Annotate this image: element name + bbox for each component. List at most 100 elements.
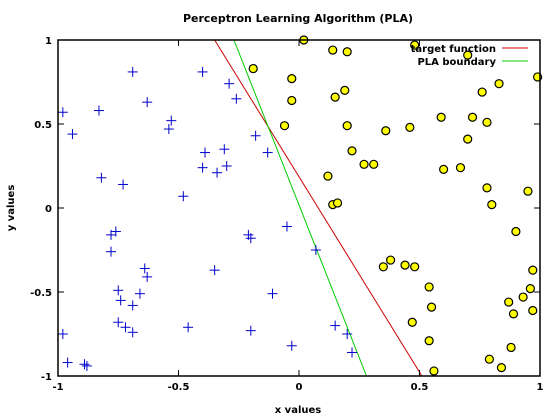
plus-point	[209, 265, 220, 276]
plus-point	[113, 317, 124, 328]
plus-point	[139, 263, 150, 274]
x-tick-label: 0.5	[411, 382, 429, 393]
circle-point	[342, 47, 352, 57]
circle-point	[511, 226, 521, 237]
plus-point	[342, 329, 353, 339]
circle-point	[518, 292, 528, 302]
plus-point	[219, 144, 230, 155]
circle-point	[504, 297, 514, 307]
circle-point	[484, 354, 494, 364]
circle-point	[463, 50, 473, 60]
plus-point	[197, 66, 208, 77]
x-tick-label: -1	[52, 382, 63, 393]
plus-point	[118, 179, 129, 190]
plus-point	[245, 325, 256, 336]
circle-point	[429, 366, 439, 376]
plus-point	[57, 329, 68, 339]
y-tick-label: 1	[45, 36, 52, 47]
circle-point	[424, 336, 434, 346]
y-tick-label: 0	[45, 204, 52, 215]
plus-point	[134, 288, 145, 299]
y-tick-label: -0.5	[30, 288, 52, 299]
circle-point	[385, 255, 396, 265]
legend-label: target function	[411, 44, 496, 55]
circle-point	[482, 117, 492, 127]
circle-point	[323, 171, 333, 181]
plus-point	[106, 246, 117, 257]
line-target-function	[214, 40, 423, 376]
plus-point	[142, 271, 153, 282]
plus-point	[96, 172, 107, 183]
plus-point	[115, 295, 126, 306]
plus-point	[127, 66, 138, 77]
circle-point	[528, 265, 538, 275]
plus-point	[310, 245, 321, 255]
plus-point	[245, 233, 256, 244]
circle-point	[410, 40, 420, 50]
circle-point	[436, 112, 446, 122]
plus-point	[57, 107, 68, 118]
plus-point	[224, 78, 235, 89]
legend: target function PLA boundary	[411, 44, 528, 68]
circle-point	[342, 121, 352, 131]
plot-border	[57, 39, 541, 377]
circle-point	[381, 126, 391, 136]
y-axis-label: y values	[6, 185, 17, 232]
circle-point	[359, 159, 369, 169]
plus-point	[347, 347, 358, 358]
circle-point	[508, 309, 519, 319]
circle-point	[482, 183, 492, 193]
circle-point	[525, 284, 535, 294]
plus-point	[267, 288, 278, 299]
circle-point	[424, 282, 434, 292]
circle-point	[347, 146, 357, 156]
circle-point	[328, 45, 338, 55]
circle-point	[506, 342, 516, 353]
plus-point	[178, 191, 189, 202]
circle-point	[494, 79, 504, 89]
plus-point	[231, 93, 242, 104]
plus-point	[221, 161, 232, 171]
circle-point	[523, 186, 533, 196]
plus-point	[262, 147, 273, 158]
plus-point	[163, 124, 174, 135]
chart-title: Perceptron Learning Algorithm (PLA)	[183, 12, 413, 25]
circle-point	[467, 112, 478, 122]
plus-point	[81, 360, 92, 371]
circle-point	[410, 262, 420, 272]
circle-point	[426, 302, 437, 312]
circle-point	[330, 92, 340, 102]
plus-point	[250, 130, 261, 141]
circle-point	[340, 85, 350, 96]
circle-point	[332, 198, 343, 208]
plus-point	[67, 129, 78, 140]
plus-point	[79, 359, 90, 370]
axis-ticks: -1 -0.5 0 0.5 1 -1 -0.5 0 0.5 1	[30, 36, 543, 393]
circle-point	[287, 74, 297, 84]
circle-point	[439, 164, 449, 174]
circle-point	[477, 87, 487, 97]
plus-point	[183, 322, 194, 333]
circle-point	[405, 122, 415, 132]
plus-point	[166, 115, 177, 126]
circle-point	[496, 363, 507, 373]
circle-point	[248, 63, 258, 74]
circle-point	[279, 121, 290, 131]
plus-point	[286, 340, 297, 351]
plus-point	[62, 357, 73, 368]
circle-point	[407, 317, 417, 327]
plus-point	[127, 300, 138, 311]
plus-point	[113, 285, 124, 296]
y-tick-label: 0.5	[34, 120, 52, 131]
circle-point	[369, 159, 379, 169]
x-axis-label: x values	[275, 405, 322, 416]
plus-point	[93, 105, 104, 116]
plus-point	[212, 167, 223, 178]
plus-point	[200, 147, 211, 158]
plus-point	[142, 97, 153, 108]
line-pla-boundary	[233, 40, 367, 376]
circle-point	[528, 305, 538, 316]
plus-point	[281, 221, 292, 232]
plus-point	[110, 226, 121, 237]
